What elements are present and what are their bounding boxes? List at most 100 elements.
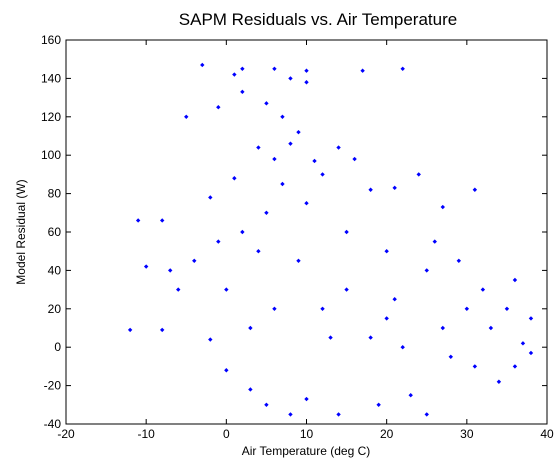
- data-point: [135, 218, 141, 223]
- data-point: [288, 141, 293, 146]
- data-point: [464, 306, 470, 311]
- data-point: [280, 114, 285, 119]
- x-tick-label: 20: [380, 427, 394, 441]
- data-point: [496, 379, 502, 384]
- data-point: [184, 114, 189, 119]
- data-point: [480, 287, 486, 292]
- data-point: [232, 72, 237, 77]
- data-point: [143, 264, 149, 269]
- data-point: [512, 364, 518, 369]
- data-point: [416, 172, 421, 177]
- data-point: [384, 316, 389, 321]
- data-point: [232, 176, 237, 181]
- data-point: [304, 80, 309, 85]
- data-point: [520, 341, 526, 346]
- data-point: [352, 156, 357, 162]
- data-point: [512, 277, 518, 283]
- y-tick-label: -40: [44, 417, 62, 431]
- data-point: [160, 218, 165, 223]
- data-point: [256, 249, 261, 254]
- chart-title: SAPM Residuals vs. Air Temperature: [179, 10, 457, 29]
- data-point: [392, 297, 397, 302]
- data-point: [264, 402, 269, 407]
- data-point: [160, 327, 165, 333]
- data-point: [248, 387, 253, 392]
- y-tick-label: 100: [41, 148, 61, 162]
- axis-ticks: -20 -10 0 10 20 30 40-40-200204060801001201401…: [41, 33, 554, 441]
- data-point: [360, 68, 365, 73]
- data-point: [272, 156, 277, 162]
- x-tick-label: 0: [223, 427, 230, 441]
- data-point: [400, 66, 405, 71]
- data-point: [424, 412, 429, 417]
- data-point: [448, 354, 453, 359]
- data-points: [127, 62, 534, 417]
- data-point: [320, 172, 325, 177]
- data-point: [240, 229, 245, 235]
- data-point: [336, 145, 341, 150]
- x-axis-label: Air Temperature (deg C): [242, 444, 371, 458]
- y-tick-label: 40: [48, 263, 62, 277]
- x-tick-label: -10: [137, 427, 155, 441]
- data-point: [384, 249, 389, 254]
- data-point: [320, 306, 325, 311]
- data-point: [208, 337, 213, 342]
- data-point: [304, 68, 309, 73]
- data-point: [488, 325, 494, 331]
- data-point: [472, 364, 478, 369]
- data-point: [408, 393, 413, 398]
- data-point: [240, 66, 245, 71]
- data-point: [472, 187, 478, 192]
- x-tick-label: 40: [540, 427, 554, 441]
- data-point: [528, 316, 534, 321]
- y-tick-label: 20: [48, 302, 62, 316]
- data-point: [440, 325, 445, 331]
- data-point: [240, 89, 245, 95]
- data-point: [456, 258, 462, 263]
- data-point: [272, 66, 277, 71]
- data-point: [256, 145, 261, 150]
- data-point: [264, 210, 269, 215]
- data-point: [272, 306, 277, 311]
- data-point: [288, 412, 293, 417]
- x-tick-label: -20: [57, 427, 75, 441]
- data-point: [392, 185, 397, 191]
- data-point: [368, 335, 373, 340]
- data-point: [296, 258, 301, 263]
- data-point: [504, 306, 510, 311]
- y-tick-label: 60: [48, 225, 62, 239]
- x-tick-label: 30: [460, 427, 474, 441]
- data-point: [344, 287, 349, 292]
- y-tick-label: 0: [54, 340, 61, 354]
- data-point: [368, 187, 373, 192]
- y-tick-label: -20: [44, 379, 62, 393]
- data-point: [168, 268, 173, 273]
- data-point: [440, 204, 445, 210]
- data-point: [336, 412, 341, 417]
- data-point: [280, 181, 285, 187]
- y-tick-label: 80: [48, 187, 62, 201]
- y-axis-label: Model Residual (W): [14, 179, 28, 284]
- data-point: [304, 201, 309, 206]
- data-point: [312, 158, 317, 164]
- data-point: [288, 76, 293, 81]
- data-point: [127, 327, 133, 333]
- data-point: [200, 62, 205, 68]
- data-point: [424, 268, 429, 273]
- data-point: [224, 287, 229, 292]
- y-tick-label: 120: [41, 110, 61, 124]
- data-point: [304, 396, 309, 402]
- data-point: [400, 345, 405, 350]
- data-point: [376, 402, 381, 407]
- data-point: [264, 101, 269, 106]
- x-tick-label: 10: [300, 427, 314, 441]
- data-point: [296, 129, 301, 135]
- data-point: [208, 195, 213, 200]
- data-point: [176, 287, 181, 292]
- y-tick-label: 160: [41, 33, 61, 47]
- data-point: [216, 105, 221, 110]
- data-point: [224, 368, 229, 373]
- y-tick-label: 140: [41, 71, 61, 85]
- data-point: [432, 239, 437, 244]
